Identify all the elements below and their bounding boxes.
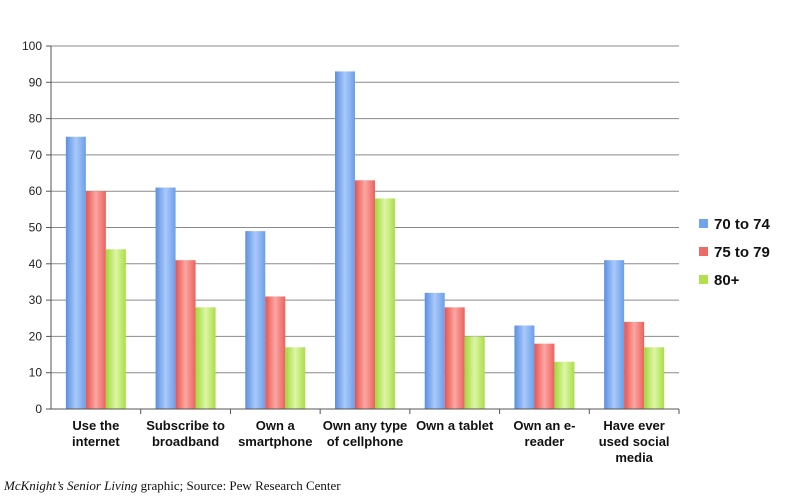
x-category-label: Use the internet: [72, 418, 120, 449]
legend-label: 75 to 79: [714, 244, 770, 261]
bar-70-to-74: [155, 187, 176, 409]
legend-swatch: [699, 275, 708, 284]
bar-80-: [644, 347, 665, 409]
bar-70-to-74: [604, 260, 625, 409]
bar-80-: [195, 307, 216, 409]
x-category-label: Own any type of cellphone: [323, 418, 408, 449]
caption-publication: McKnight’s Senior Living: [4, 478, 138, 493]
y-tick-label: 20: [29, 329, 43, 343]
y-tick-label: 10: [29, 366, 43, 380]
caption-source: graphic; Source: Pew Research Center: [137, 478, 341, 493]
y-tick-label: 100: [22, 39, 42, 53]
y-tick-label: 80: [29, 112, 43, 126]
bar-80-: [375, 198, 395, 409]
bar-70-to-74: [335, 71, 355, 409]
y-tick-label: 50: [29, 221, 43, 235]
bar-70-to-74: [424, 292, 445, 409]
bar-80-: [464, 336, 485, 409]
y-tick-label: 40: [29, 257, 43, 271]
bar-75-to-79: [355, 180, 375, 409]
legend-swatch: [699, 219, 708, 228]
legend-label: 70 to 74: [714, 216, 771, 233]
x-category-label: Own a smartphone: [238, 418, 312, 449]
legend: 70 to 74 75 to 79 80+: [699, 216, 771, 289]
y-tick-label: 70: [29, 148, 43, 162]
x-category-label: Own an e-reader: [513, 418, 575, 449]
axes: 0 10 20 30 40 50 60 70 80 90 100 Use the internet Sub…: [22, 39, 680, 465]
y-tick-label: 0: [35, 402, 42, 416]
bar-70-to-74: [65, 136, 86, 409]
y-tick-label: 30: [29, 293, 43, 307]
x-category-label: Have ever used social media: [599, 418, 670, 465]
y-tick-label: 60: [29, 184, 43, 198]
bar-75-to-79: [624, 321, 645, 409]
bar-80-: [105, 249, 126, 409]
bar-75-to-79: [534, 343, 555, 409]
bar-75-to-79: [175, 260, 196, 409]
bar-75-to-79: [85, 191, 106, 409]
chart-caption: McKnight’s Senior Living graphic; Source…: [4, 478, 341, 494]
bars: [65, 71, 665, 409]
bar-80-: [554, 361, 575, 409]
bar-75-to-79: [444, 307, 465, 409]
bar-80-: [285, 347, 306, 409]
legend-swatch: [699, 247, 708, 256]
bar-70-to-74: [245, 231, 266, 409]
y-tick-label: 90: [29, 75, 43, 89]
legend-label: 80+: [714, 272, 740, 289]
x-category-label: Subscribe to broadband: [146, 418, 225, 449]
bar-75-to-79: [265, 296, 286, 409]
bar-70-to-74: [514, 325, 535, 409]
x-category-label: Own a tablet: [416, 418, 494, 433]
